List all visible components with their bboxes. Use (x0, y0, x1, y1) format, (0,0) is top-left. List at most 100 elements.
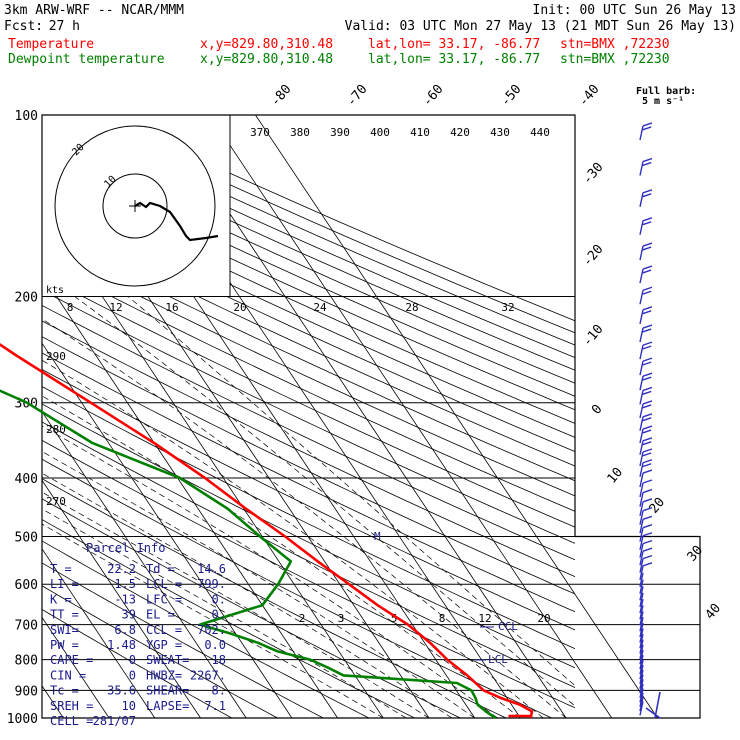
dry-adiabat (42, 369, 575, 631)
parcel-row-value: 799. (197, 577, 226, 591)
wind-barb (639, 674, 644, 689)
parcel-row-label: TT = (50, 608, 79, 622)
dry-adiabat (42, 540, 370, 718)
parcel-row-value: 0.0 (204, 638, 226, 652)
wind-barb (639, 515, 653, 534)
wind-barb (639, 524, 653, 542)
wind-barb (639, 488, 653, 507)
wind-barb (645, 691, 661, 719)
legend-temperature-latlon: lat,lon= 33.17, -86.77 (368, 37, 540, 52)
theta-label: 420 (450, 126, 470, 139)
parcel-row-value: 14.6 (197, 562, 226, 576)
dry-adiabat (42, 218, 575, 467)
parcel-row-value: 1.5 (114, 577, 136, 591)
dry-adiabat (42, 352, 575, 613)
legend-temperature-stn: stn=BMX ,72230 (560, 37, 670, 52)
parcel-row-value: 10 (122, 699, 136, 713)
theta-label-left: 290 (46, 350, 66, 363)
hodograph-speed-label: 32 (501, 301, 514, 314)
parcel-row-value: 1.48 (107, 638, 136, 652)
pressure-label: 900 (15, 684, 38, 699)
wind-barb (639, 157, 653, 176)
wind-barb (639, 306, 653, 324)
full-barb-label: Full barb: (636, 86, 696, 97)
full-barb-value: 5 m s⁻¹ (642, 96, 684, 107)
wind-barb (639, 341, 653, 360)
parcel-row-value: 702. (197, 623, 226, 637)
dry-adiabat (42, 336, 575, 595)
wind-barb (639, 532, 653, 550)
theta-label-left: 280 (46, 423, 66, 436)
wind-barb (639, 324, 653, 343)
dry-adiabat (42, 478, 507, 718)
wind-barb (639, 649, 644, 665)
isotherm-line (42, 273, 338, 718)
theta-label: 370 (250, 126, 270, 139)
parcel-row-value: 39 (122, 608, 136, 622)
isotherm-label: -20 (580, 242, 607, 270)
dry-adiabat (42, 275, 575, 528)
theta-label: 400 (370, 126, 390, 139)
wind-barb (639, 669, 644, 685)
wind-barb (639, 459, 653, 477)
isotherm-line (163, 115, 567, 718)
wind-barb (639, 598, 644, 614)
moist-adiabat (42, 523, 384, 718)
isotherm-label: -10 (580, 322, 607, 350)
wind-barb (639, 572, 644, 587)
wind-barb (639, 628, 644, 643)
wind-barb (639, 688, 644, 703)
parcel-row-value: 18 (212, 653, 226, 667)
wind-barb (639, 425, 653, 444)
parcel-row-label: CELL = (50, 714, 93, 728)
isotherm-label: -50 (498, 82, 525, 110)
wind-barb (639, 122, 653, 141)
moist-adiabat (42, 451, 475, 718)
wind-barb (639, 507, 653, 525)
moist-adiabat (42, 425, 498, 718)
theta-label-left: 270 (46, 495, 66, 508)
parcel-row-label: LFC = (146, 592, 182, 606)
parcel-row-label: LAPSE= (146, 699, 189, 713)
isotherm-line (42, 479, 201, 718)
wind-barb (639, 634, 644, 649)
valid-time: Valid: 03 UTC Mon 27 May 13 (21 MDT Sun … (345, 19, 736, 34)
legend-dewpoint-latlon: lat,lon= 33.17, -86.77 (368, 52, 540, 67)
wind-barb (639, 539, 653, 558)
parcel-row-label: YGP = (146, 638, 182, 652)
wind-barb (639, 605, 644, 620)
hodograph-ring (54, 125, 216, 287)
plot-frame (41, 114, 701, 719)
dry-adiabat (42, 192, 575, 438)
sounding-traces (0, 342, 534, 720)
wind-barb (639, 469, 653, 488)
parcel-row-label: Tc = (50, 684, 79, 698)
fcst-label: Fcst: (4, 19, 43, 34)
dry-adiabat (42, 386, 575, 650)
parcel-row-label: PW = (50, 638, 79, 652)
fcst-hours: 27 h (49, 19, 80, 34)
isotherm-line (255, 115, 658, 718)
parcel-row-value: 0 (129, 668, 136, 682)
wind-barb (639, 372, 653, 391)
parcel-row-label: HWBZ= (146, 668, 182, 682)
kts-label: kts (46, 285, 64, 296)
mixing-ratio-label: 8 (439, 612, 446, 625)
parcel-row-label: LCL = (146, 577, 182, 591)
parcel-row-value: 35.6 (107, 684, 136, 698)
parcel-row-value: 0. (212, 608, 226, 622)
wind-barb (639, 386, 653, 405)
parcel-row-label: Td = (146, 562, 175, 576)
wind-barb (639, 217, 653, 235)
wind-barb (639, 696, 644, 712)
init-time: Init: 00 UTC Sun 26 May 13 (533, 3, 737, 18)
hodograph-ring (102, 173, 168, 239)
wind-barb (639, 547, 653, 566)
wind-barb (639, 660, 644, 675)
isotherm-label: -30 (580, 160, 607, 188)
isotherm-label: -70 (344, 82, 371, 110)
parcel-row-value: -13 (114, 592, 136, 606)
dry-adiabats (42, 115, 575, 718)
wind-barb (639, 579, 644, 594)
